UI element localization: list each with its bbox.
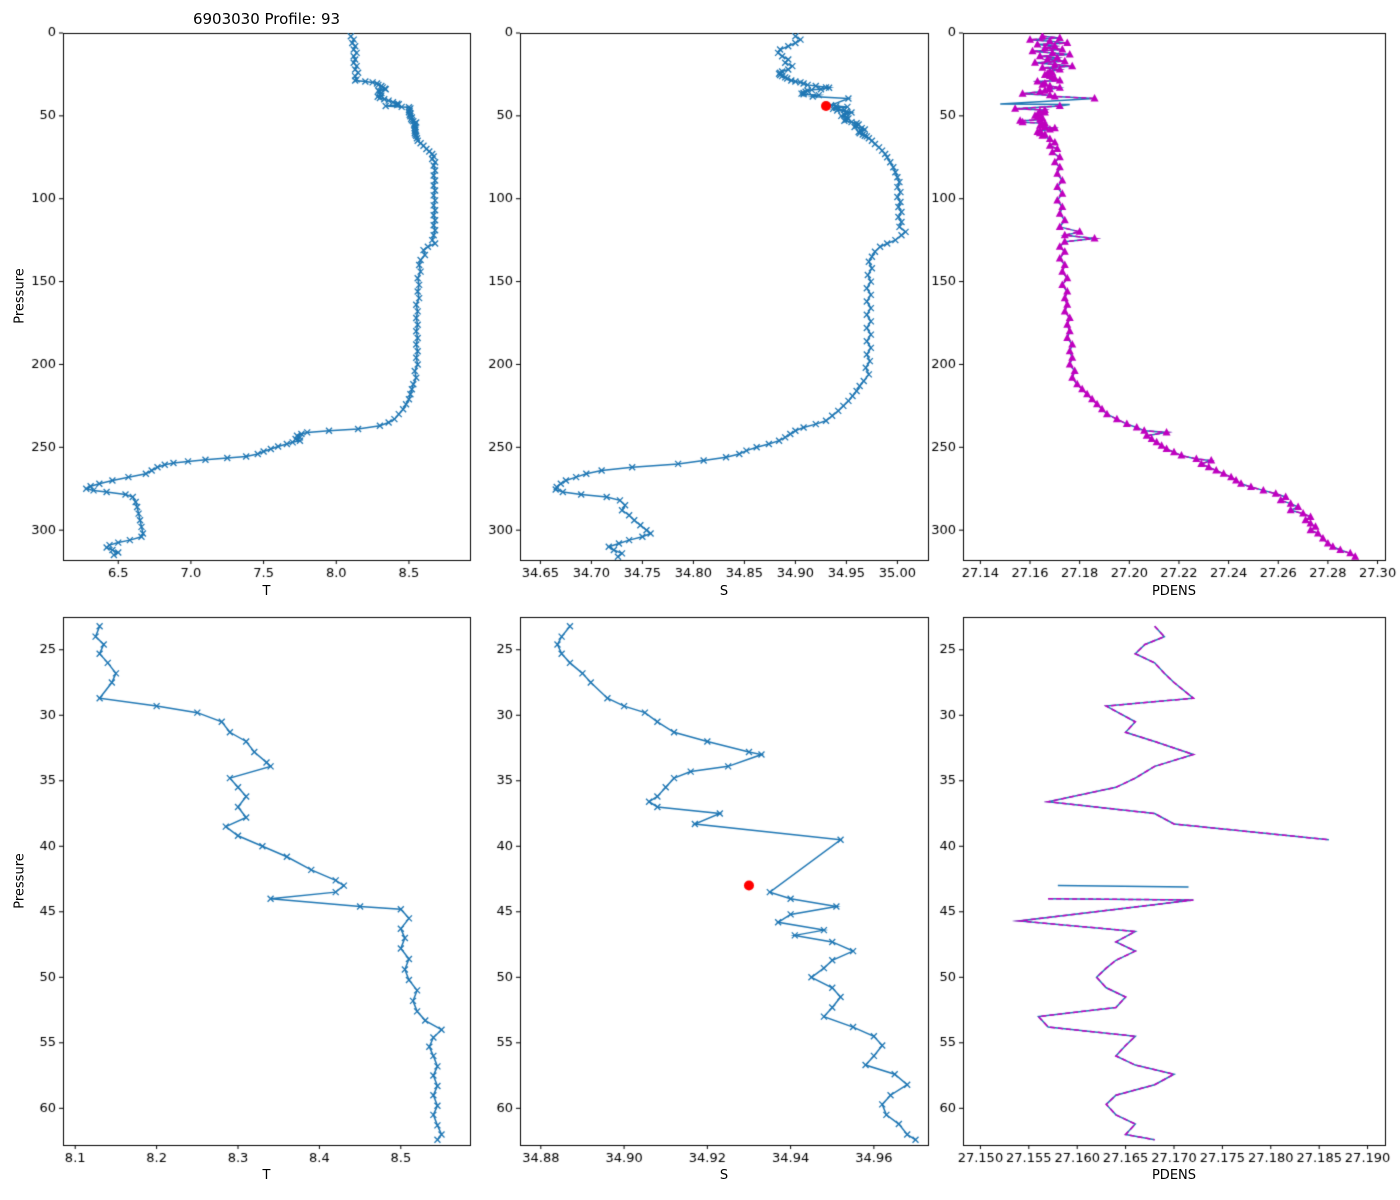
xlabel-s-top: S: [719, 584, 729, 599]
xlabel-pdens-bottom: PDENS: [1151, 1168, 1197, 1183]
xlabel-pdens-top: PDENS: [1151, 584, 1197, 599]
xlabel-s-bottom: S: [719, 1168, 729, 1183]
xlabel-t-top: T: [262, 584, 271, 599]
ylabel-pressure-bottom: Pressure: [12, 853, 28, 909]
xlabel-t-bottom: T: [262, 1168, 271, 1183]
figure-title: 6903030 Profile: 93: [192, 10, 341, 28]
ylabel-pressure-top: Pressure: [12, 268, 28, 324]
